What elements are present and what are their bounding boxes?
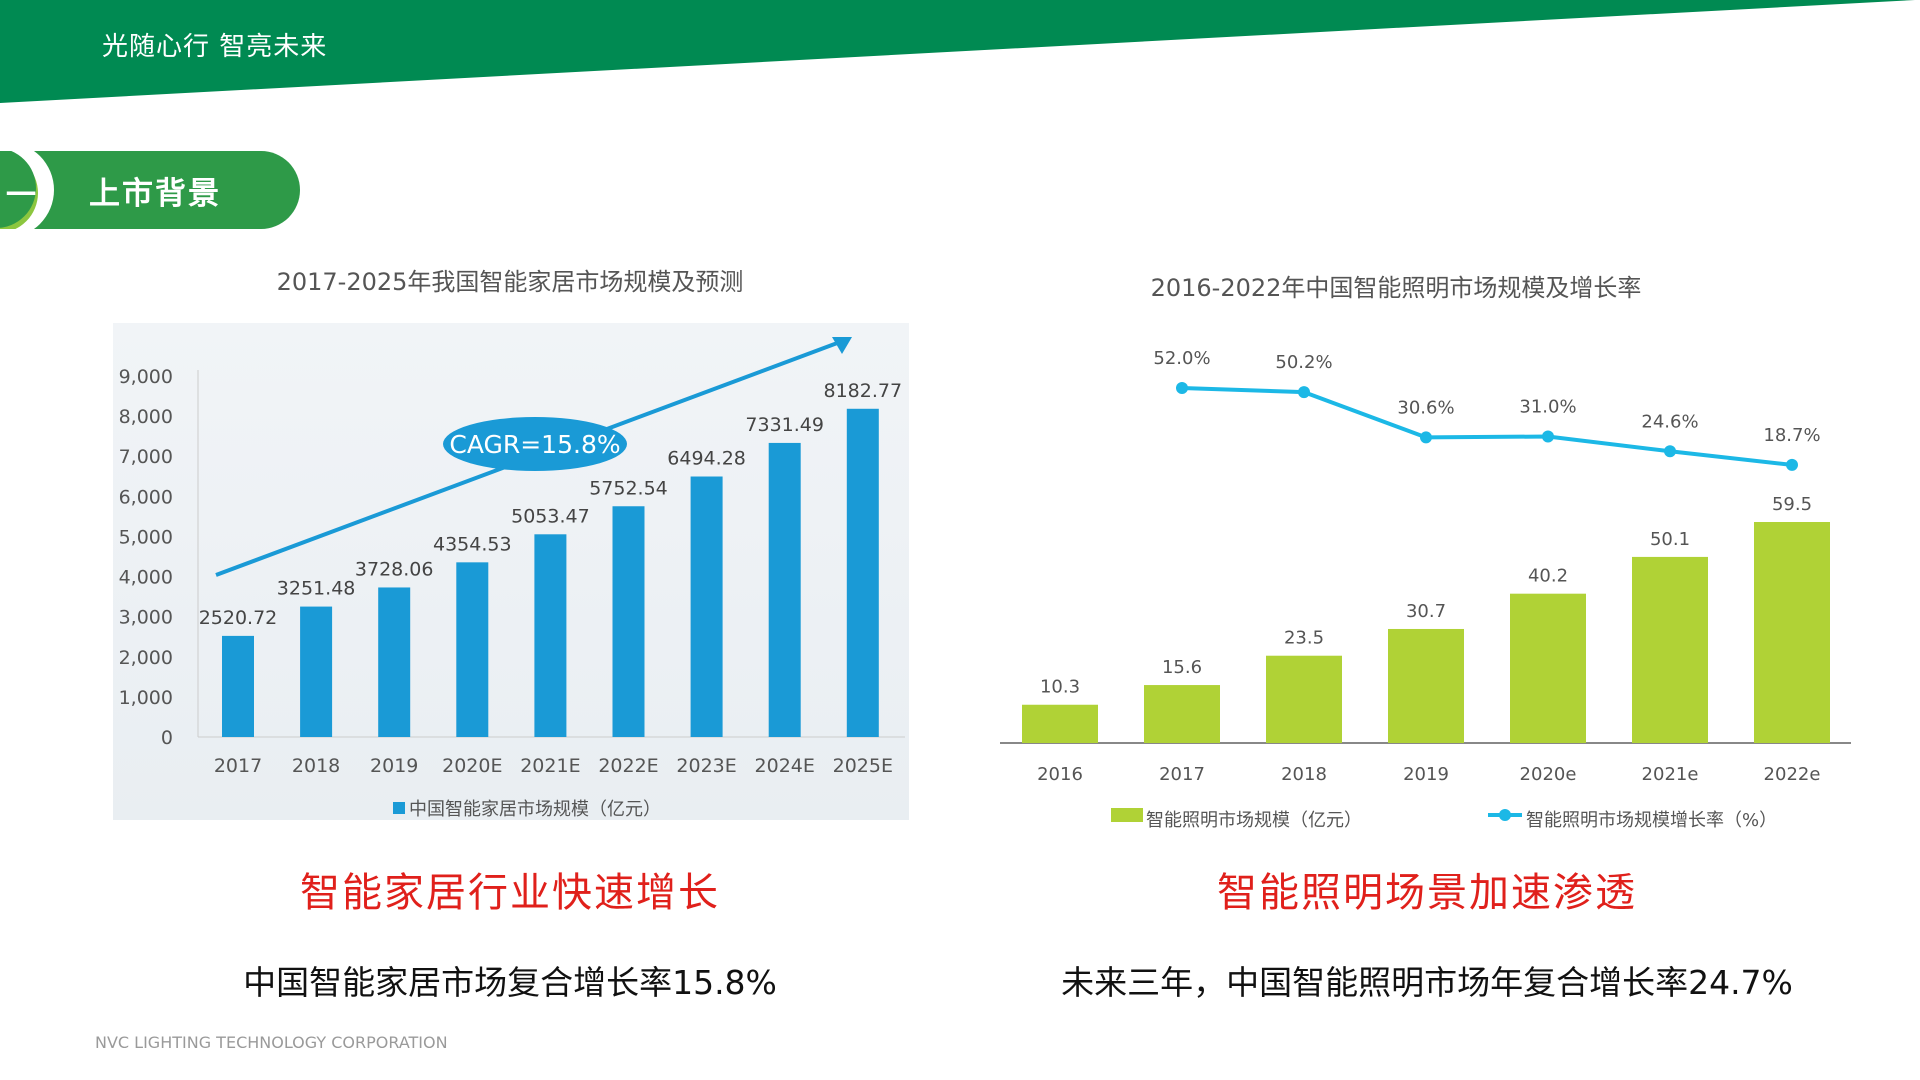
growth-value-label: 31.0%: [1519, 397, 1576, 418]
footer-company: NVC LIGHTING TECHNOLOGY CORPORATION: [95, 1033, 448, 1052]
x-tick-label: 2025E: [833, 755, 893, 777]
bar: [1510, 593, 1586, 743]
bar: [1266, 655, 1342, 743]
y-tick-label: 6,000: [119, 486, 173, 508]
bar-value-label: 40.2: [1528, 566, 1568, 587]
header-band: [0, 0, 1915, 103]
section-title: 上市背景: [89, 176, 221, 212]
x-tick-label: 2016: [1037, 764, 1083, 785]
y-tick-label: 4,000: [119, 567, 173, 589]
y-tick-label: 9,000: [119, 366, 173, 388]
legend-label: 中国智能家居市场规模（亿元）: [409, 799, 661, 820]
bar-value-label: 15.6: [1162, 657, 1202, 678]
bar: [300, 606, 333, 737]
legend-swatch: [393, 802, 405, 814]
bar-value-label: 59.5: [1772, 494, 1812, 515]
y-tick-label: 7,000: [119, 446, 173, 468]
growth-value-label: 50.2%: [1275, 352, 1332, 373]
left-chart-title: 2017-2025年我国智能家居市场规模及预测: [276, 268, 744, 296]
bar: [1754, 522, 1830, 743]
bar-value-label: 50.1: [1650, 529, 1690, 550]
bar: [846, 408, 879, 737]
bar: [378, 587, 411, 737]
bar-value-label: 7331.49: [745, 414, 824, 436]
bar: [690, 476, 723, 737]
x-tick-label: 2018: [1281, 764, 1327, 785]
x-tick-label: 2021E: [520, 755, 580, 777]
bar: [1144, 685, 1220, 743]
x-tick-label: 2022e: [1764, 764, 1821, 785]
bar-value-label: 8182.77: [824, 380, 903, 402]
x-tick-label: 2019: [370, 755, 418, 777]
header-slogan: 光随心行 智亮未来: [102, 32, 328, 62]
bar-value-label: 10.3: [1040, 677, 1080, 698]
bar-value-label: 5752.54: [589, 477, 668, 499]
bar-value-label: 3728.06: [355, 558, 434, 580]
section-pill: [0, 151, 300, 229]
trend-arrow-head: [832, 337, 852, 354]
bar: [768, 442, 801, 737]
x-tick-label: 2020E: [442, 755, 502, 777]
smart-home-chart: 0 1,000 2,000 3,000 4,000 5,000 6,000 7,000 8,00…: [119, 337, 905, 820]
bar: [1022, 704, 1098, 743]
growth-point: [1298, 386, 1310, 399]
growth-value-label: 24.6%: [1641, 411, 1698, 432]
growth-point: [1420, 431, 1432, 444]
growth-value-label: 18.7%: [1763, 425, 1820, 446]
y-tick-label: 3,000: [119, 607, 173, 629]
section-number: 一: [6, 178, 36, 213]
x-tick-label: 2017: [214, 755, 262, 777]
legend-label-line: 智能照明市场规模增长率（%）: [1526, 810, 1777, 831]
y-tick-label: 8,000: [119, 406, 173, 428]
y-tick-label: 5,000: [119, 526, 173, 548]
bar: [534, 534, 567, 737]
growth-value-label: 30.6%: [1397, 397, 1454, 418]
bar: [1388, 628, 1464, 743]
x-tick-label: 2022E: [598, 755, 658, 777]
growth-point: [1176, 382, 1188, 394]
x-tick-label: 2024E: [755, 755, 815, 777]
y-tick-label: 1,000: [119, 687, 173, 709]
y-tick-label: 0: [161, 727, 173, 749]
legend-swatch-point: [1499, 809, 1511, 821]
x-tick-label: 2020e: [1520, 764, 1577, 785]
growth-point: [1542, 430, 1554, 443]
left-subtitle: 中国智能家居市场复合增长率15.8%: [243, 963, 777, 1002]
left-heading: 智能家居行业快速增长: [300, 870, 720, 916]
cagr-label: CAGR=15.8%: [449, 430, 620, 459]
bar: [456, 562, 489, 737]
bar-value-label: 4354.53: [433, 533, 512, 555]
bar-value-label: 6494.28: [667, 448, 746, 470]
bar: [222, 635, 254, 737]
cagr-badge: [443, 417, 627, 471]
bar-value-label: 30.7: [1406, 601, 1446, 622]
right-chart-title: 2016-2022年中国智能照明市场规模及增长率: [1150, 274, 1642, 302]
bar-value-label: 3251.48: [277, 578, 356, 600]
x-tick-label: 2017: [1159, 764, 1205, 785]
bar: [612, 506, 645, 737]
bar-value-label: 5053.47: [511, 505, 590, 527]
x-tick-label: 2018: [292, 755, 340, 777]
right-subtitle: 未来三年，中国智能照明市场年复合增长率24.7%: [1061, 963, 1793, 1002]
smart-lighting-chart: 10.3 2016 15.6 2017 23.5 2018 30.7 2019 40.2 2020…: [1000, 348, 1851, 831]
growth-point: [1786, 458, 1798, 471]
legend-label-bar: 智能照明市场规模（亿元）: [1146, 810, 1362, 831]
x-tick-label: 2023E: [676, 755, 736, 777]
bar: [1632, 556, 1708, 743]
right-heading: 智能照明场景加速渗透: [1217, 870, 1637, 916]
growth-value-label: 52.0%: [1153, 348, 1210, 369]
growth-line: [1181, 386, 1793, 467]
bar-value-label: 2520.72: [199, 607, 278, 629]
bar-value-label: 23.5: [1284, 628, 1324, 649]
growth-point: [1664, 445, 1676, 458]
y-tick-label: 2,000: [119, 647, 173, 669]
legend-swatch-bar: [1111, 808, 1143, 822]
x-tick-label: 2021e: [1642, 764, 1699, 785]
x-tick-label: 2019: [1403, 764, 1449, 785]
